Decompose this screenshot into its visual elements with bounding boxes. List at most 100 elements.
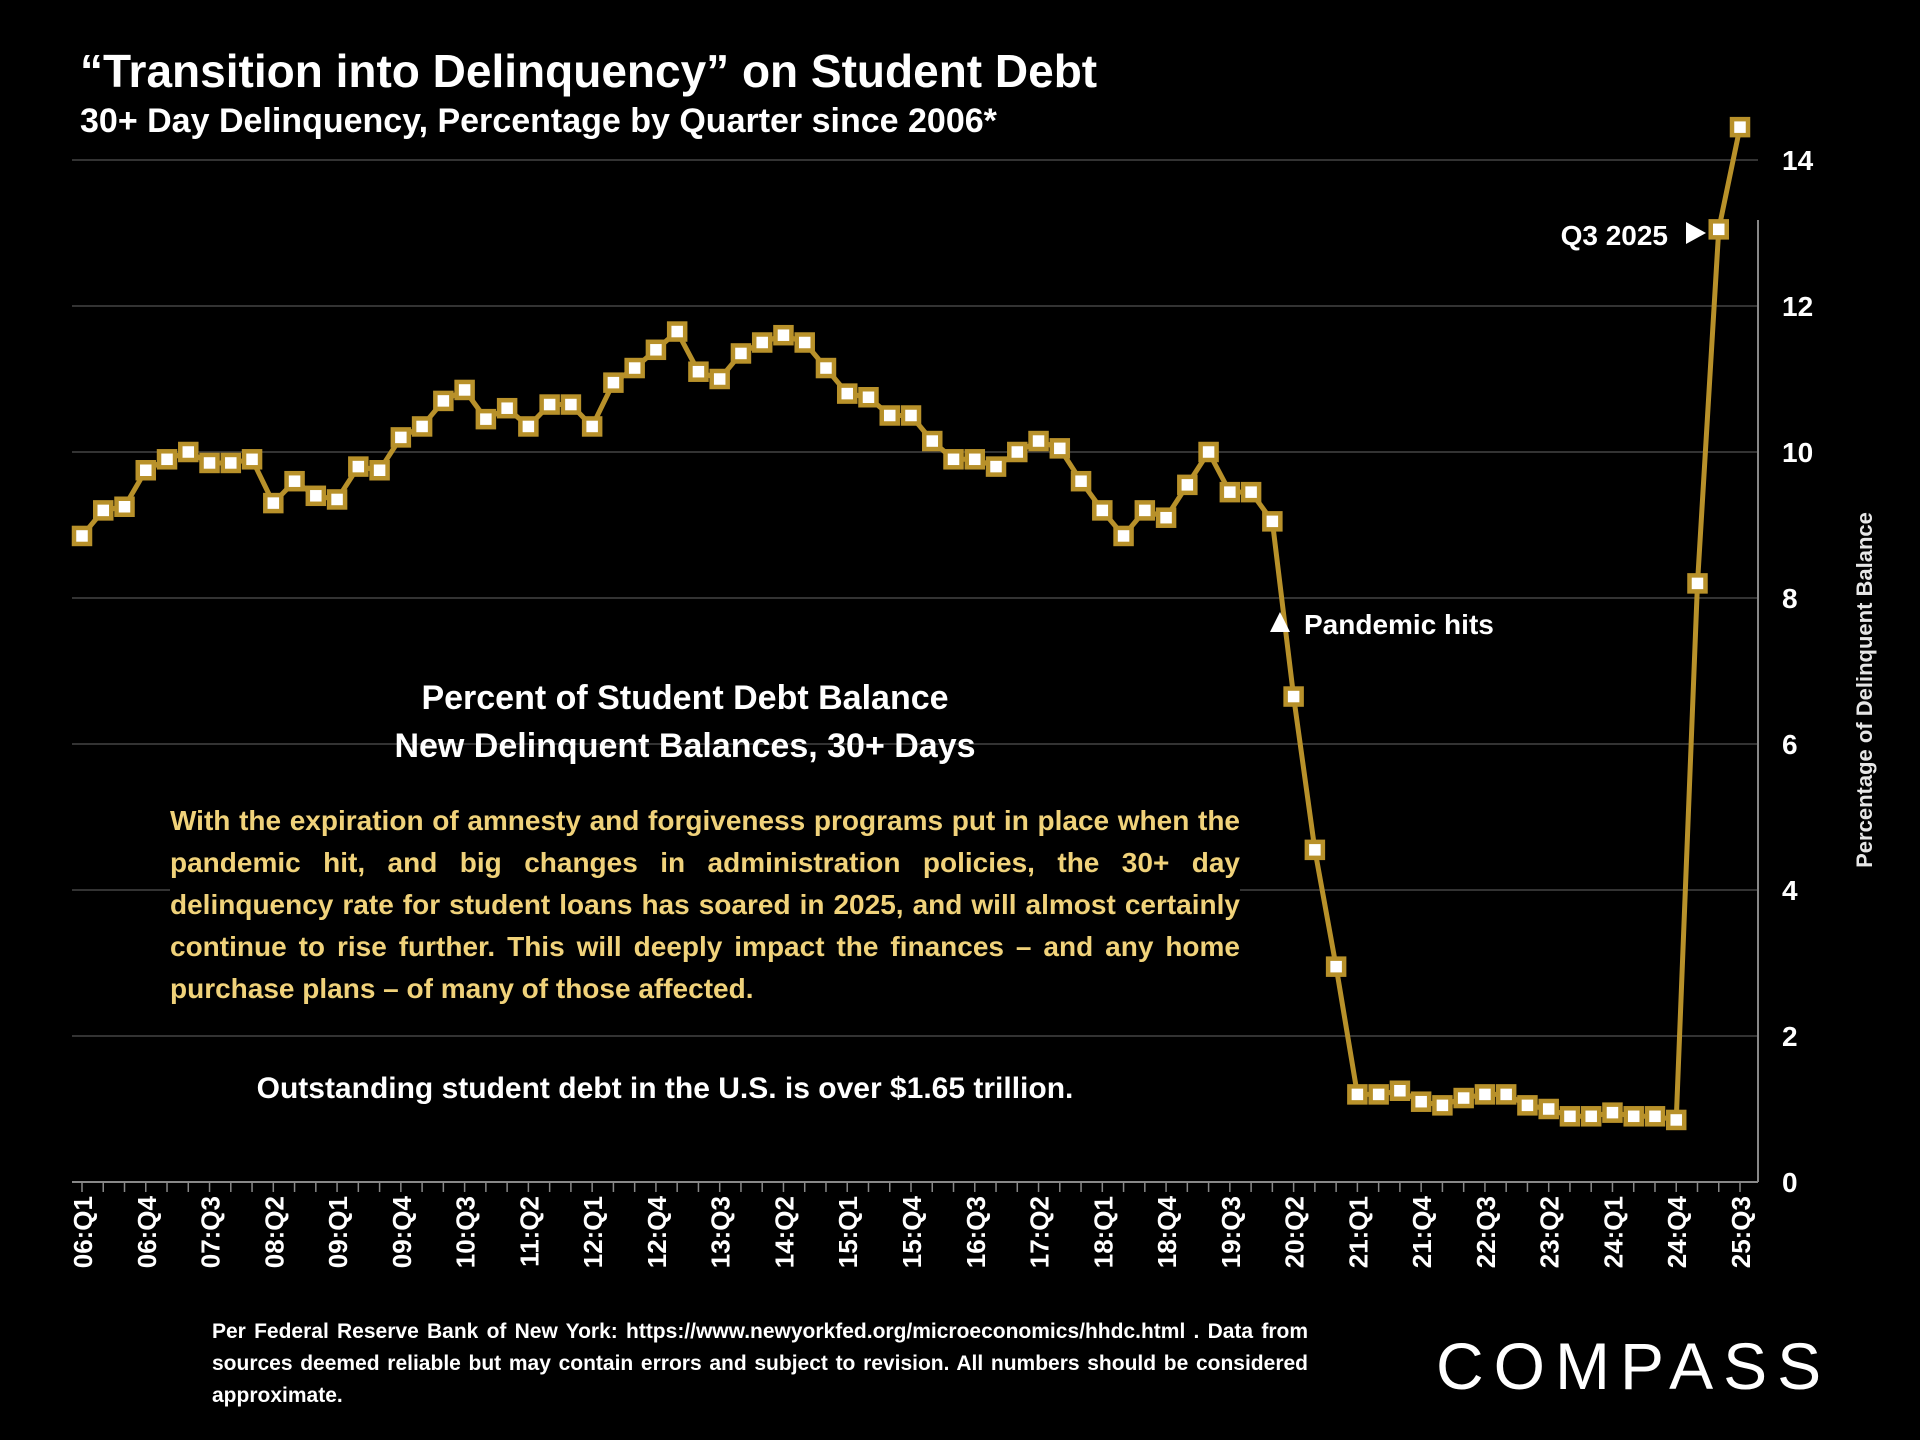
data-point — [922, 430, 943, 452]
latest-label: Q3 2025 — [1561, 220, 1668, 251]
y-tick-label: 8 — [1782, 583, 1798, 614]
data-point — [943, 449, 964, 470]
data-point — [1538, 1098, 1559, 1120]
explanation-text: With the expiration of amnesty and forgi… — [170, 796, 1240, 1014]
compass-logo: COMPASS — [1436, 1329, 1832, 1403]
data-point — [1474, 1084, 1496, 1105]
data-point — [1070, 470, 1092, 492]
data-point — [1155, 507, 1177, 528]
x-tick-label: 06:Q4 — [132, 1195, 162, 1268]
data-point — [305, 485, 327, 507]
data-point — [1432, 1095, 1453, 1116]
data-point — [199, 452, 220, 474]
chart-axes — [72, 220, 1759, 1192]
data-point — [1134, 500, 1156, 521]
x-tick-label: 25:Q3 — [1726, 1196, 1756, 1268]
x-tick-label: 06:Q1 — [68, 1196, 98, 1268]
data-point — [1028, 430, 1049, 452]
chart-heading: Percent of Student Debt Balance New Deli… — [370, 674, 1000, 770]
y-tick-label: 12 — [1782, 291, 1813, 322]
data-point — [900, 405, 922, 426]
data-point — [454, 379, 475, 401]
data-point — [135, 460, 157, 481]
x-tick-label: 23:Q2 — [1535, 1196, 1565, 1268]
latest-annotation: Q3 2025 — [1561, 220, 1706, 251]
data-point — [1389, 1080, 1411, 1101]
chart-heading-line1: Percent of Student Debt Balance — [421, 679, 949, 717]
x-tick-label: 12:Q1 — [578, 1196, 608, 1268]
y-axis-label: Percentage of Delinquent Balance — [1852, 512, 1877, 868]
data-point — [178, 441, 199, 463]
data-point — [411, 416, 433, 437]
data-point — [1304, 839, 1326, 861]
data-point — [794, 332, 815, 353]
data-point — [858, 387, 879, 408]
data-point — [1495, 1084, 1517, 1105]
data-point — [220, 452, 242, 474]
x-tick-label: 18:Q4 — [1152, 1195, 1182, 1268]
x-tick-label: 16:Q3 — [961, 1196, 991, 1268]
data-point — [1368, 1084, 1389, 1105]
x-tick-label: 09:Q4 — [387, 1195, 417, 1268]
y-tick-label: 0 — [1782, 1167, 1798, 1198]
data-point — [1283, 686, 1304, 707]
data-point — [1623, 1106, 1644, 1127]
x-tick-label: 08:Q2 — [259, 1196, 289, 1268]
data-point — [1580, 1106, 1602, 1127]
data-point — [114, 496, 135, 517]
chart-grid — [72, 159, 1758, 1037]
x-tick-label: 19:Q3 — [1216, 1196, 1246, 1268]
pandemic-annotation: Pandemic hits — [1270, 609, 1494, 640]
x-tick-labels: 06:Q1 06:Q4 07:Q3 08:Q2 09:Q1 09:Q4 10:Q3 11:Q2… — [68, 1195, 1756, 1268]
data-point — [348, 456, 369, 477]
y-tick-label: 14 — [1782, 145, 1814, 176]
y-tick-label: 6 — [1782, 729, 1798, 760]
up-triangle-icon — [1270, 612, 1290, 632]
data-point — [1602, 1102, 1623, 1123]
delinquency-chart: 0 2 4 6 8 10 12 14 06:Q1 06:Q4 07:Q3 08:Q2 09:Q1 09:… — [68, 116, 1877, 1268]
data-point — [581, 416, 603, 437]
page-subtitle: 30+ Day Delinquency, Percentage by Quart… — [80, 102, 997, 140]
data-point — [1687, 573, 1708, 594]
data-point — [496, 397, 518, 419]
data-point — [603, 372, 624, 393]
data-point — [326, 489, 348, 510]
x-tick-label: 12:Q4 — [642, 1195, 672, 1268]
data-point — [93, 500, 114, 521]
data-point — [433, 390, 454, 412]
data-point — [1665, 1109, 1687, 1131]
x-tick-label: 15:Q4 — [897, 1195, 927, 1268]
x-tick-label: 20:Q2 — [1280, 1196, 1310, 1268]
y-tick-label: 4 — [1782, 875, 1798, 906]
data-point — [1559, 1106, 1581, 1127]
data-point — [241, 449, 263, 470]
data-point — [688, 361, 709, 382]
data-point — [985, 456, 1007, 477]
data-point — [1708, 219, 1729, 240]
data-point — [1240, 481, 1262, 503]
data-point — [645, 339, 667, 361]
data-point — [1517, 1095, 1538, 1116]
debt-note: Outstanding student debt in the U.S. is … — [230, 1072, 1100, 1106]
data-point — [1453, 1087, 1474, 1109]
right-triangle-icon — [1686, 222, 1706, 244]
x-tick-label: 14:Q2 — [769, 1196, 799, 1268]
x-tick-label: 15:Q1 — [833, 1196, 863, 1268]
data-point — [284, 470, 305, 492]
data-point — [156, 449, 178, 470]
data-point — [369, 460, 390, 481]
source-footnote: Per Federal Reserve Bank of New York: ht… — [212, 1320, 1308, 1407]
data-point — [1113, 525, 1134, 547]
x-tick-label: 09:Q1 — [323, 1196, 353, 1268]
data-point — [1092, 500, 1113, 521]
data-point — [1410, 1091, 1432, 1112]
data-point — [71, 525, 93, 547]
data-point — [709, 368, 730, 390]
data-point — [390, 427, 412, 448]
x-tick-label: 18:Q1 — [1088, 1196, 1118, 1268]
x-tick-label: 07:Q3 — [196, 1196, 226, 1268]
pandemic-label: Pandemic hits — [1304, 609, 1494, 640]
data-point — [1049, 438, 1071, 459]
data-point — [539, 394, 560, 415]
y-tick-label: 10 — [1782, 437, 1813, 468]
